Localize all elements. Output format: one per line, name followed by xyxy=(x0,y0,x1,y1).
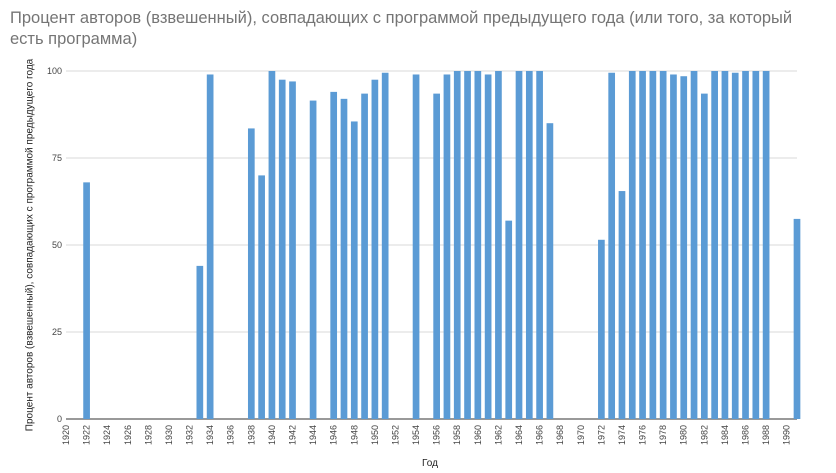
x-tick-label: 1952 xyxy=(390,425,400,445)
bar-1967 xyxy=(546,123,554,419)
bar-1934 xyxy=(206,74,214,419)
bar-1977 xyxy=(649,71,657,419)
bar-1940 xyxy=(268,71,276,419)
bar-1951 xyxy=(381,72,389,420)
x-tick-label: 1966 xyxy=(535,425,545,445)
x-tick-label: 1922 xyxy=(82,425,92,445)
x-tick-label: 1940 xyxy=(267,425,277,445)
bar-1942 xyxy=(289,81,296,419)
x-tick-label: 1936 xyxy=(226,425,236,445)
bar-1957 xyxy=(443,74,451,419)
x-tick-label: 1978 xyxy=(658,425,668,445)
x-tick-label: 1946 xyxy=(329,425,339,445)
x-tick-label: 1926 xyxy=(123,425,133,445)
bar-1973 xyxy=(608,72,616,420)
x-tick-label: 1984 xyxy=(720,425,730,445)
x-tick-label: 1990 xyxy=(782,425,792,445)
x-tick-label: 1988 xyxy=(761,425,771,445)
x-tick-label: 1956 xyxy=(432,425,442,445)
bars xyxy=(83,71,801,420)
x-tick-label: 1948 xyxy=(349,425,359,445)
bar-1960 xyxy=(474,71,482,419)
x-tick-label: 1964 xyxy=(514,425,524,445)
x-tick-label: 1924 xyxy=(102,425,112,445)
bar-1939 xyxy=(258,175,265,419)
x-tick-label: 1954 xyxy=(411,425,421,445)
bar-1941 xyxy=(278,79,286,419)
gridlines xyxy=(66,70,797,420)
x-tick-labels: 1920 1922 1924 1926 1928 1930 1932 1934 1936 1938… xyxy=(61,425,792,445)
bar-1965 xyxy=(525,71,533,419)
chart-title: Процент авторов (взвешенный), совпадающи… xyxy=(10,9,793,48)
bar-1964 xyxy=(515,71,523,419)
x-axis-label: Год xyxy=(422,458,438,469)
bar-1933 xyxy=(196,265,204,419)
x-tick-label: 1942 xyxy=(288,425,298,445)
bar-1961 xyxy=(484,74,492,419)
bar-1991 xyxy=(793,218,801,419)
y-tick-label: 25 xyxy=(52,327,62,337)
x-tick-label: 1930 xyxy=(164,425,174,445)
bar-1984 xyxy=(721,71,729,419)
y-tick-label: 75 xyxy=(52,153,62,163)
x-tick-label: 1934 xyxy=(205,425,215,445)
x-tick-label: 1982 xyxy=(699,425,709,445)
bar-1922 xyxy=(83,182,90,419)
x-tick-label: 1938 xyxy=(246,425,256,445)
bar-1950 xyxy=(371,79,379,419)
bar-1944 xyxy=(309,100,317,419)
y-tick-label: 100 xyxy=(47,66,62,76)
bar-1978 xyxy=(659,71,667,419)
x-tick-label: 1980 xyxy=(679,425,689,445)
bar-1947 xyxy=(340,98,348,419)
bar-1976 xyxy=(639,71,646,419)
y-tick-labels: 0 25 50 75 100 xyxy=(47,66,62,424)
bar-1948 xyxy=(350,121,358,420)
x-tick-label: 1958 xyxy=(452,425,462,445)
bar-1966 xyxy=(536,71,543,419)
bar-1954 xyxy=(412,74,420,419)
x-tick-label: 1944 xyxy=(308,425,318,445)
bar-1958 xyxy=(453,71,461,419)
x-tick-label: 1970 xyxy=(576,425,586,445)
bar-1987 xyxy=(752,71,760,419)
bar-1981 xyxy=(690,71,698,419)
x-tick-label: 1972 xyxy=(596,425,606,445)
bar-1938 xyxy=(247,128,255,420)
x-tick-label: 1986 xyxy=(741,425,751,445)
bar-1949 xyxy=(361,93,368,420)
bar-1982 xyxy=(700,93,708,420)
x-tick-label: 1974 xyxy=(617,425,627,445)
bar-1946 xyxy=(330,91,338,419)
bar-1962 xyxy=(495,71,502,419)
bar-1988 xyxy=(762,71,770,419)
bar-1985 xyxy=(731,72,739,420)
bar-1974 xyxy=(618,191,626,419)
bar-1983 xyxy=(711,71,718,419)
x-tick-label: 1932 xyxy=(185,425,195,445)
x-tick-label: 1960 xyxy=(473,425,483,445)
x-tick-label: 1920 xyxy=(61,425,71,445)
bar-1975 xyxy=(628,71,636,419)
bar-1963 xyxy=(505,220,513,419)
x-tick-label: 1950 xyxy=(370,425,380,445)
x-tick-label: 1976 xyxy=(638,425,648,445)
y-tick-label: 50 xyxy=(52,240,62,250)
x-tick-label: 1928 xyxy=(143,425,153,445)
bar-1980 xyxy=(680,76,688,419)
y-tick-label: 0 xyxy=(57,414,62,424)
bar-1956 xyxy=(433,93,440,420)
bar-1959 xyxy=(464,71,471,419)
bar-1979 xyxy=(670,74,677,419)
x-tick-label: 1968 xyxy=(555,425,565,445)
bar-1986 xyxy=(742,71,749,419)
x-tick-label: 1962 xyxy=(493,425,503,445)
bar-1972 xyxy=(598,239,605,419)
